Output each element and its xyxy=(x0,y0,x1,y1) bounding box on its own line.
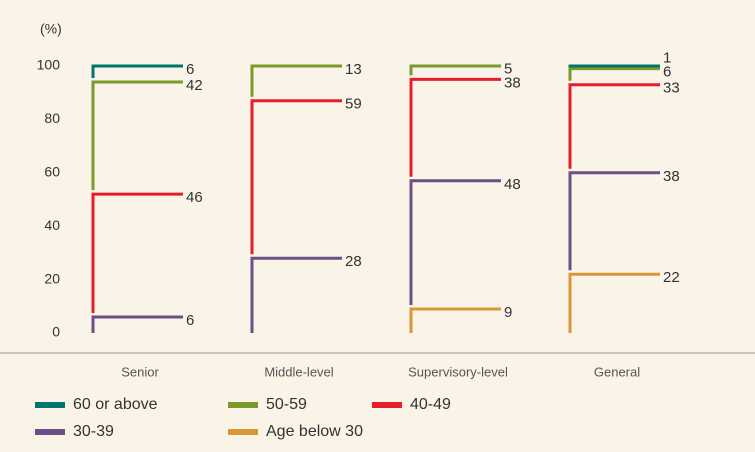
value-label: 9 xyxy=(504,304,512,321)
legend-label: 50-59 xyxy=(266,396,307,413)
bracket-segment xyxy=(409,77,501,177)
x-tick-label: General xyxy=(594,364,640,379)
value-label: 38 xyxy=(663,168,680,185)
value-label: 6 xyxy=(186,61,194,78)
x-tick-label: Supervisory-level xyxy=(408,364,508,379)
y-tick-label: 80 xyxy=(44,110,60,126)
bracket-segment xyxy=(91,192,183,313)
value-label: 1 xyxy=(663,50,671,67)
legend-swatch xyxy=(35,429,65,435)
value-label: 6 xyxy=(663,64,671,81)
bracket-segment xyxy=(250,256,342,333)
bracket-segment xyxy=(250,64,342,97)
value-label: 33 xyxy=(663,80,680,97)
legend-swatch xyxy=(228,429,258,435)
value-label: 59 xyxy=(345,96,362,113)
bracket-segment xyxy=(250,99,342,255)
bracket-segment xyxy=(91,315,183,333)
value-label: 46 xyxy=(186,189,203,206)
value-label: 22 xyxy=(663,269,680,286)
y-tick-label: 0 xyxy=(52,324,60,340)
legend-label: 40-49 xyxy=(410,396,451,413)
value-label: 13 xyxy=(345,61,362,78)
bracket-segment xyxy=(409,64,501,76)
value-label: 38 xyxy=(504,74,521,91)
legend-swatch xyxy=(228,402,258,408)
bracket-segment xyxy=(91,80,183,191)
bracket-segment xyxy=(568,171,660,271)
bracket-segment xyxy=(568,67,660,81)
y-tick-label: 40 xyxy=(44,217,60,233)
value-label: 48 xyxy=(504,176,521,193)
y-tick-label: 60 xyxy=(44,164,60,180)
legend-label: Age below 30 xyxy=(266,423,363,440)
legend-label: 60 or above xyxy=(73,396,158,413)
y-tick-label: 100 xyxy=(37,57,61,73)
x-tick-label: Senior xyxy=(121,364,159,379)
x-tick-label: Middle-level xyxy=(264,364,333,379)
legend-swatch xyxy=(35,402,65,408)
bracket-segment xyxy=(409,307,501,333)
bracket-segment xyxy=(409,179,501,305)
legend-swatch xyxy=(372,402,402,408)
value-label: 42 xyxy=(186,77,203,94)
bracket-segment xyxy=(568,272,660,333)
value-label: 6 xyxy=(186,312,194,329)
y-tick-label: 20 xyxy=(44,270,60,286)
bracket-segment xyxy=(91,64,183,79)
legend-label: 30-39 xyxy=(73,423,114,440)
bracket-segment xyxy=(568,64,660,68)
value-label: 28 xyxy=(345,253,362,270)
value-label: 5 xyxy=(504,60,512,77)
bracket-segment xyxy=(568,83,660,169)
y-axis-label: (%) xyxy=(40,21,62,37)
